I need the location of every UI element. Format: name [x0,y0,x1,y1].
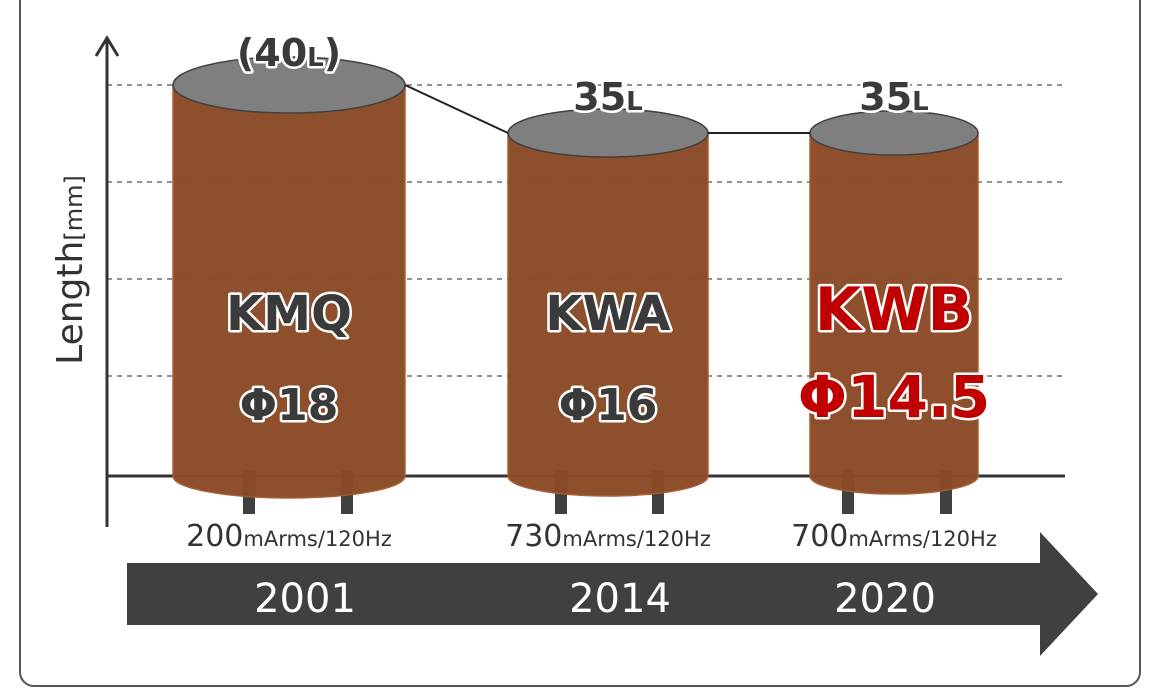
length-label: (40L) [237,31,341,75]
current-unit: mArms/120Hz [848,527,996,551]
model: KWB [815,275,973,345]
length-part: 35 [859,75,912,119]
length-part: L [912,87,929,117]
current-unit: mArms/120Hz [562,527,710,551]
length-part: 35 [573,75,626,119]
length-part: L [626,87,643,117]
diameter: Φ18 [240,380,339,431]
year: 2001 [254,576,356,622]
current-unit: mArms/120Hz [243,527,391,551]
diagram: Length[mm] (40L)KMQΦ18200mArms/120Hz2001… [0,0,1158,688]
length-part: L [307,43,324,73]
current-value: 200 [186,519,243,554]
current-value: 730 [505,519,562,554]
diameter: Φ14.5 [798,363,990,431]
axis-label-unit: [mm] [60,175,88,240]
model: KMQ [226,286,352,342]
year: 2020 [834,576,936,622]
year: 2014 [569,576,671,622]
length-part: ) [324,31,341,75]
diameter: Φ16 [559,380,658,431]
axis-label-main: Length [50,241,91,365]
current-value: 700 [791,519,848,554]
length-part: (40 [237,31,307,75]
model: KWA [545,286,670,342]
